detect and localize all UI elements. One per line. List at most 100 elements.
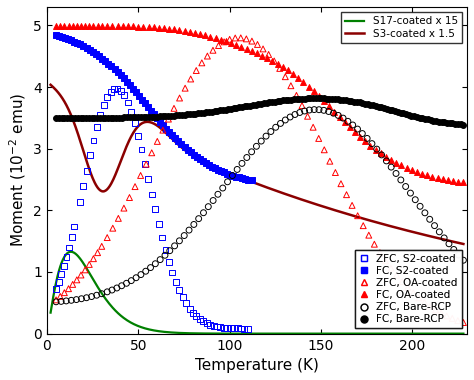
Point — [227, 171, 234, 177]
Point — [448, 315, 456, 321]
Point — [66, 115, 73, 121]
Point — [241, 103, 248, 109]
Point — [248, 177, 255, 183]
Point — [378, 152, 385, 158]
Point — [61, 115, 68, 121]
Point — [346, 124, 354, 130]
Point — [300, 79, 307, 85]
Point — [73, 40, 81, 46]
Point — [427, 117, 434, 123]
Point — [191, 30, 199, 36]
Point — [131, 120, 138, 126]
Point — [65, 22, 73, 28]
Point — [237, 35, 245, 41]
Point — [154, 115, 161, 121]
Point — [137, 114, 145, 120]
Point — [142, 268, 149, 274]
Point — [184, 147, 191, 153]
Point — [285, 97, 292, 103]
Point — [126, 114, 134, 120]
Point — [162, 113, 169, 119]
Point — [222, 38, 230, 44]
Point — [73, 296, 80, 302]
Point — [440, 119, 448, 125]
Point — [236, 105, 243, 111]
Point — [342, 97, 350, 103]
Point — [402, 111, 410, 117]
Point — [364, 135, 371, 141]
Point — [52, 297, 60, 303]
Point — [120, 76, 128, 82]
Point — [158, 234, 166, 241]
Point — [402, 184, 410, 190]
Point — [353, 99, 361, 105]
Point — [96, 115, 104, 121]
Point — [78, 296, 85, 302]
Point — [128, 109, 135, 115]
Point — [57, 271, 65, 277]
Point — [98, 23, 106, 29]
Point — [341, 119, 348, 125]
Point — [334, 96, 341, 102]
Point — [176, 238, 183, 244]
Point — [161, 252, 169, 258]
Point — [194, 110, 202, 116]
Point — [134, 114, 142, 120]
Point — [282, 74, 289, 80]
Point — [93, 124, 101, 130]
Point — [189, 310, 197, 316]
Point — [227, 106, 235, 112]
Point — [156, 119, 164, 125]
Point — [270, 58, 278, 64]
Point — [88, 115, 95, 121]
Point — [276, 65, 283, 71]
Point — [265, 99, 273, 105]
Point — [176, 95, 183, 101]
Point — [143, 114, 150, 120]
Point — [318, 95, 325, 101]
Point — [152, 261, 159, 267]
Point — [326, 96, 333, 102]
Point — [382, 154, 390, 160]
Point — [162, 247, 169, 253]
Point — [124, 100, 132, 106]
Point — [192, 68, 200, 74]
Point — [90, 23, 97, 29]
Point — [424, 116, 432, 122]
Point — [164, 113, 172, 119]
Point — [182, 301, 190, 307]
Point — [364, 101, 372, 107]
Point — [55, 33, 63, 39]
Point — [236, 174, 243, 180]
Point — [238, 175, 246, 181]
Point — [392, 160, 400, 166]
Point — [368, 141, 376, 147]
Point — [223, 171, 231, 177]
Point — [434, 175, 441, 181]
Point — [362, 138, 369, 144]
Point — [103, 94, 111, 100]
Point — [260, 100, 268, 106]
Point — [252, 101, 259, 108]
Point — [118, 114, 126, 120]
Point — [65, 244, 73, 250]
Point — [282, 97, 290, 103]
Point — [224, 179, 231, 185]
Point — [237, 44, 245, 50]
Point — [138, 97, 146, 103]
Point — [154, 114, 161, 120]
Point — [120, 205, 128, 211]
Point — [186, 28, 193, 35]
Point — [60, 263, 68, 269]
Point — [373, 146, 381, 152]
Point — [207, 33, 214, 40]
Point — [98, 291, 106, 297]
Point — [438, 119, 446, 125]
Point — [392, 170, 400, 176]
Point — [369, 102, 377, 108]
Point — [413, 114, 421, 120]
Point — [274, 61, 282, 67]
Point — [272, 124, 280, 130]
Point — [191, 111, 199, 117]
Point — [156, 256, 164, 263]
